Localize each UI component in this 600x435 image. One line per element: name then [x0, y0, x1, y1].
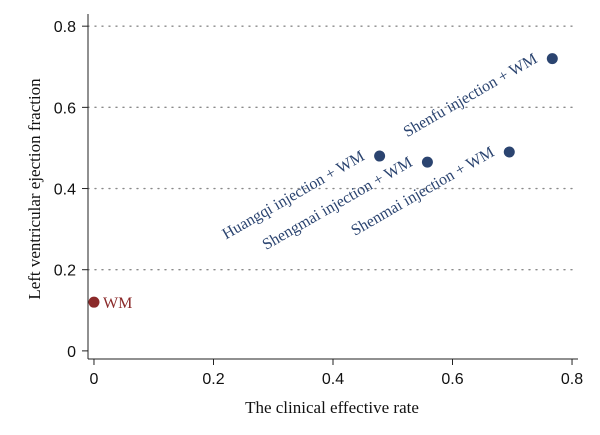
x-tick-label-3: 0.6 — [441, 371, 463, 388]
point-label-4: Shenfu injection + WM — [401, 50, 541, 140]
data-points — [88, 53, 558, 308]
x-tick-label-0: 0 — [90, 371, 99, 388]
data-point-0 — [88, 296, 100, 308]
y-tick-label-1: 0.2 — [54, 263, 76, 280]
y-tick-label-0: 0 — [67, 344, 76, 361]
x-tick-label-1: 0.2 — [202, 371, 224, 388]
x-tick-label-2: 0.4 — [322, 371, 344, 388]
data-point-4 — [546, 53, 558, 65]
y-axis-title: Left ventricular ejection fraction — [25, 78, 44, 300]
y-tick-label-3: 0.6 — [54, 100, 76, 117]
y-tick-label-4: 0.8 — [54, 19, 76, 36]
x-tick-labels: 0 0.2 0.4 0.6 0.8 — [90, 371, 584, 388]
gridlines — [87, 25, 579, 271]
point-label-0: WM — [103, 295, 132, 312]
y-tick-label-2: 0.4 — [54, 182, 76, 199]
data-point-3 — [503, 146, 515, 158]
data-point-2 — [421, 156, 433, 168]
y-tick-labels: 0 0.2 0.4 0.6 0.8 — [54, 19, 76, 361]
data-point-1 — [374, 150, 386, 162]
x-axis-title: The clinical effective rate — [245, 398, 419, 417]
axes — [82, 14, 578, 365]
x-tick-label-4: 0.8 — [561, 371, 583, 388]
